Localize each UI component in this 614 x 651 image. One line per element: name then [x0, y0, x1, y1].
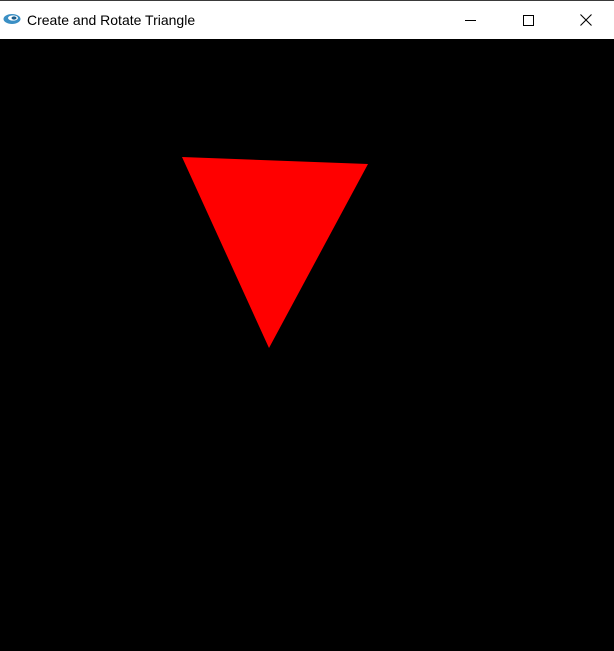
minimize-icon	[464, 15, 476, 26]
close-button[interactable]	[558, 1, 614, 39]
minimize-button[interactable]	[442, 1, 498, 39]
title-bar[interactable]: Create and Rotate Triangle	[0, 0, 614, 39]
close-icon	[580, 14, 592, 26]
render-canvas[interactable]	[0, 39, 614, 651]
maximize-icon	[522, 14, 534, 26]
maximize-button[interactable]	[500, 1, 556, 39]
window-title: Create and Rotate Triangle	[27, 12, 196, 28]
red-triangle	[182, 157, 368, 348]
app-icon	[3, 12, 22, 26]
